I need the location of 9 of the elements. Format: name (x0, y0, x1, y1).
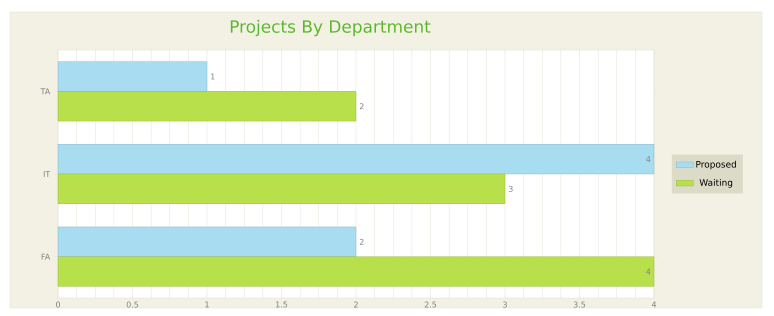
bar (58, 144, 654, 174)
bar (58, 61, 208, 92)
chart-title: Projects By Department (230, 20, 430, 36)
legend-label: Proposed (696, 160, 736, 170)
bar (58, 226, 356, 257)
bar (58, 174, 506, 204)
bar (58, 91, 356, 122)
legend-label: Waiting (700, 178, 732, 188)
bar (58, 256, 654, 287)
